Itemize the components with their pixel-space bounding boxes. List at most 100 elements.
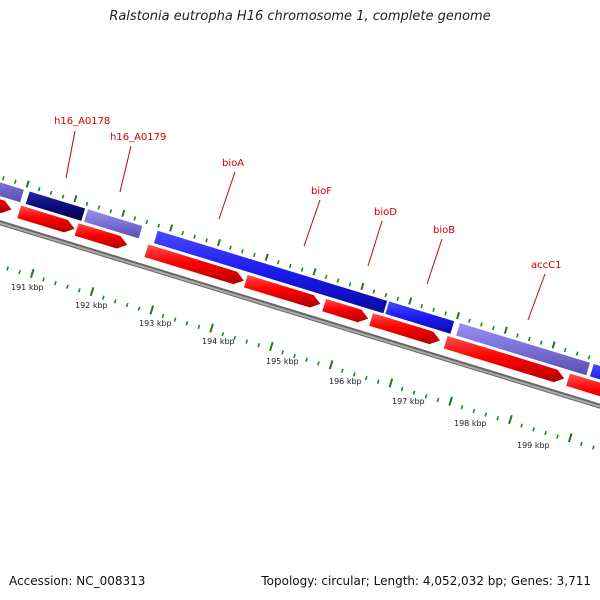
kbp-label: 199 kbp	[517, 441, 550, 450]
major-tick	[503, 326, 508, 334]
minor-tick	[587, 355, 591, 360]
gene-label-leader	[367, 220, 383, 267]
minor-tick	[563, 347, 567, 353]
gene-label: accC1	[531, 260, 561, 271]
major-tick	[551, 341, 556, 349]
minor-tick	[229, 245, 232, 250]
cds-arrow	[243, 274, 321, 308]
minor-tick	[133, 216, 137, 221]
major-tick	[360, 282, 365, 291]
scale-minor-tick	[125, 302, 129, 308]
scale-minor-tick	[317, 361, 320, 366]
gene-label-leader	[426, 238, 443, 285]
scale-minor-tick	[340, 368, 344, 373]
scale-minor-tick	[580, 441, 583, 447]
gene-label: bioF	[311, 186, 332, 197]
cds-arrow	[443, 336, 565, 383]
minor-tick	[37, 187, 41, 192]
scale-major-tick	[508, 414, 513, 425]
scale-major-tick	[328, 360, 334, 370]
cds-arrow	[144, 244, 244, 285]
kbp-label: 193 kbp	[139, 319, 172, 328]
gene-label-leader	[119, 145, 132, 193]
scale-minor-tick	[137, 306, 141, 311]
scale-minor-tick	[472, 408, 476, 414]
accession-text: Accession: NC_008313	[9, 574, 146, 588]
kbp-label: 197 kbp	[392, 397, 425, 406]
scale-minor-tick	[54, 280, 57, 286]
scale-minor-tick	[78, 288, 81, 293]
major-tick	[121, 209, 126, 217]
scale-minor-tick	[197, 324, 201, 330]
cds-arrow	[369, 313, 440, 345]
scale-minor-tick	[376, 379, 380, 384]
minor-tick	[193, 234, 196, 239]
scale-minor-tick	[424, 394, 428, 399]
scale-minor-tick	[592, 445, 595, 450]
kbp-label: 191 kbp	[11, 283, 44, 292]
genome-info-text: Topology: circular; Length: 4,052,032 bp…	[261, 574, 591, 588]
kbp-label: 198 kbp	[454, 419, 487, 428]
minor-tick	[539, 340, 543, 345]
gene-block-accC1	[456, 323, 590, 376]
gene-label: bioA	[222, 158, 244, 169]
scale-minor-tick	[101, 295, 105, 300]
scale-minor-tick	[66, 284, 69, 289]
gene-label: bioB	[433, 225, 455, 236]
scale-minor-tick	[460, 405, 464, 410]
gene-block-end	[590, 364, 600, 380]
scale-minor-tick	[400, 386, 404, 392]
kbp-label: 192 kbp	[75, 301, 108, 310]
scale-minor-tick	[305, 357, 308, 362]
scale-minor-tick	[484, 412, 488, 417]
gene-label-leader	[527, 273, 546, 321]
scale-minor-tick	[245, 339, 249, 344]
scale-minor-tick	[161, 313, 165, 319]
cds-arrow	[17, 205, 75, 233]
gene-block-h16-a0178	[25, 191, 86, 221]
scale-minor-tick	[293, 354, 296, 359]
minor-tick	[444, 311, 447, 316]
major-tick	[73, 195, 78, 203]
cds-arrow	[322, 298, 369, 323]
minor-tick	[515, 333, 519, 338]
minor-tick	[85, 201, 89, 206]
cds-arrow	[74, 223, 128, 249]
minor-tick	[432, 307, 436, 312]
major-tick	[264, 253, 269, 261]
minor-tick	[324, 274, 328, 280]
gene-label-leader	[218, 171, 236, 220]
scale-major-tick	[448, 396, 453, 406]
scale-minor-tick	[173, 317, 177, 322]
minor-tick	[13, 179, 17, 185]
minor-tick	[468, 318, 471, 323]
minor-tick	[372, 289, 376, 294]
scale-major-tick	[30, 268, 35, 278]
minor-tick	[252, 252, 256, 258]
minor-tick	[348, 282, 352, 287]
scale-major-tick	[209, 323, 214, 333]
scale-major-tick	[269, 341, 274, 352]
scale-minor-tick	[544, 430, 547, 436]
minor-tick	[1, 176, 5, 181]
minor-tick	[157, 223, 161, 228]
gene-label: h16_A0178	[54, 116, 110, 127]
major-tick	[456, 312, 460, 320]
major-tick	[25, 180, 30, 188]
minor-tick	[480, 322, 483, 327]
kbp-label: 195 kbp	[266, 357, 299, 366]
major-tick	[312, 268, 317, 276]
minor-tick	[384, 293, 388, 298]
gene-block-slate	[0, 182, 24, 203]
scale-minor-tick	[532, 427, 535, 432]
major-tick	[408, 297, 413, 305]
gene-label: h16_A0179	[110, 132, 166, 143]
major-tick	[169, 224, 174, 232]
gene-label-leader	[65, 130, 76, 179]
scale-major-tick	[567, 433, 573, 443]
scale-minor-tick	[364, 375, 368, 381]
scale-minor-tick	[233, 335, 237, 341]
minor-tick	[97, 205, 101, 210]
minor-tick	[492, 325, 495, 331]
scale-minor-tick	[352, 372, 356, 377]
